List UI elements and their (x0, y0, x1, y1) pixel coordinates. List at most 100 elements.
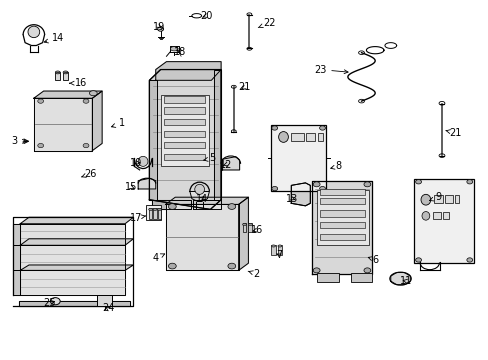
Ellipse shape (83, 143, 89, 148)
Polygon shape (311, 181, 371, 274)
Bar (277, 244, 282, 255)
Polygon shape (152, 200, 190, 210)
Text: 15: 15 (125, 182, 137, 192)
Bar (413, 179, 473, 263)
Text: 3: 3 (11, 136, 26, 146)
Polygon shape (19, 301, 130, 306)
Bar (317, 134, 322, 140)
Ellipse shape (194, 184, 204, 194)
Ellipse shape (271, 126, 277, 130)
Ellipse shape (38, 99, 43, 103)
Ellipse shape (28, 26, 40, 38)
Bar (433, 195, 443, 203)
Ellipse shape (63, 71, 68, 74)
Text: 19: 19 (153, 22, 165, 32)
Bar (163, 131, 205, 137)
Bar (305, 134, 314, 140)
Polygon shape (13, 245, 20, 270)
Ellipse shape (138, 156, 148, 166)
Bar (291, 134, 303, 140)
Bar (320, 189, 364, 195)
Bar (158, 208, 161, 219)
Bar (149, 208, 152, 219)
Ellipse shape (363, 268, 370, 273)
Bar (55, 72, 60, 80)
Text: 17: 17 (130, 213, 145, 222)
Ellipse shape (227, 263, 235, 269)
Ellipse shape (363, 182, 370, 187)
Bar (350, 273, 371, 282)
Polygon shape (34, 98, 92, 150)
Ellipse shape (89, 91, 97, 96)
Polygon shape (20, 245, 125, 270)
Polygon shape (165, 197, 248, 204)
Bar (163, 154, 205, 160)
Ellipse shape (319, 186, 325, 191)
Ellipse shape (38, 143, 43, 148)
Polygon shape (149, 69, 221, 210)
Text: 9: 9 (429, 192, 441, 202)
Polygon shape (13, 270, 20, 296)
Bar (445, 195, 452, 203)
Bar (97, 295, 112, 306)
Ellipse shape (319, 126, 325, 130)
Polygon shape (189, 192, 209, 202)
Ellipse shape (227, 204, 235, 210)
Ellipse shape (421, 212, 429, 220)
Text: 21: 21 (238, 82, 250, 93)
Text: 16: 16 (69, 78, 87, 88)
Text: 20: 20 (200, 11, 212, 21)
Polygon shape (238, 197, 248, 270)
Bar (320, 222, 364, 228)
Ellipse shape (170, 46, 178, 51)
Polygon shape (34, 91, 102, 98)
Polygon shape (291, 183, 310, 206)
Ellipse shape (50, 298, 60, 305)
Polygon shape (193, 200, 221, 210)
Bar (320, 234, 364, 240)
Polygon shape (165, 204, 238, 270)
Polygon shape (20, 239, 133, 245)
Polygon shape (213, 69, 221, 200)
Polygon shape (20, 270, 125, 296)
Text: 23: 23 (313, 64, 347, 75)
Ellipse shape (242, 224, 246, 226)
Bar (316, 190, 368, 245)
Polygon shape (222, 157, 239, 170)
Ellipse shape (271, 186, 277, 191)
Bar (271, 125, 325, 192)
Bar (160, 95, 209, 166)
Bar (163, 142, 205, 148)
Ellipse shape (415, 180, 421, 184)
Text: 12: 12 (219, 159, 232, 170)
Text: 24: 24 (102, 303, 114, 314)
Text: 13: 13 (285, 194, 298, 204)
Bar (163, 96, 205, 103)
Ellipse shape (248, 224, 252, 226)
Polygon shape (390, 273, 409, 285)
Bar (443, 212, 448, 219)
Ellipse shape (278, 132, 288, 142)
Text: 10: 10 (130, 158, 142, 168)
Polygon shape (20, 265, 133, 270)
Bar (320, 210, 364, 217)
Text: 22: 22 (258, 18, 276, 28)
Text: 4: 4 (152, 253, 164, 263)
Ellipse shape (466, 180, 472, 184)
Ellipse shape (83, 99, 89, 103)
Ellipse shape (313, 182, 320, 187)
Text: 5: 5 (203, 153, 216, 163)
Bar (63, 72, 68, 80)
Text: 21: 21 (445, 128, 460, 138)
Text: 6: 6 (367, 255, 378, 265)
Ellipse shape (157, 208, 161, 211)
Polygon shape (149, 80, 157, 200)
Polygon shape (138, 178, 156, 189)
Ellipse shape (466, 258, 472, 262)
Text: 14: 14 (44, 33, 64, 43)
Ellipse shape (277, 245, 281, 247)
Bar (146, 205, 160, 220)
Polygon shape (20, 217, 133, 224)
Bar (432, 212, 441, 219)
Ellipse shape (55, 71, 60, 74)
